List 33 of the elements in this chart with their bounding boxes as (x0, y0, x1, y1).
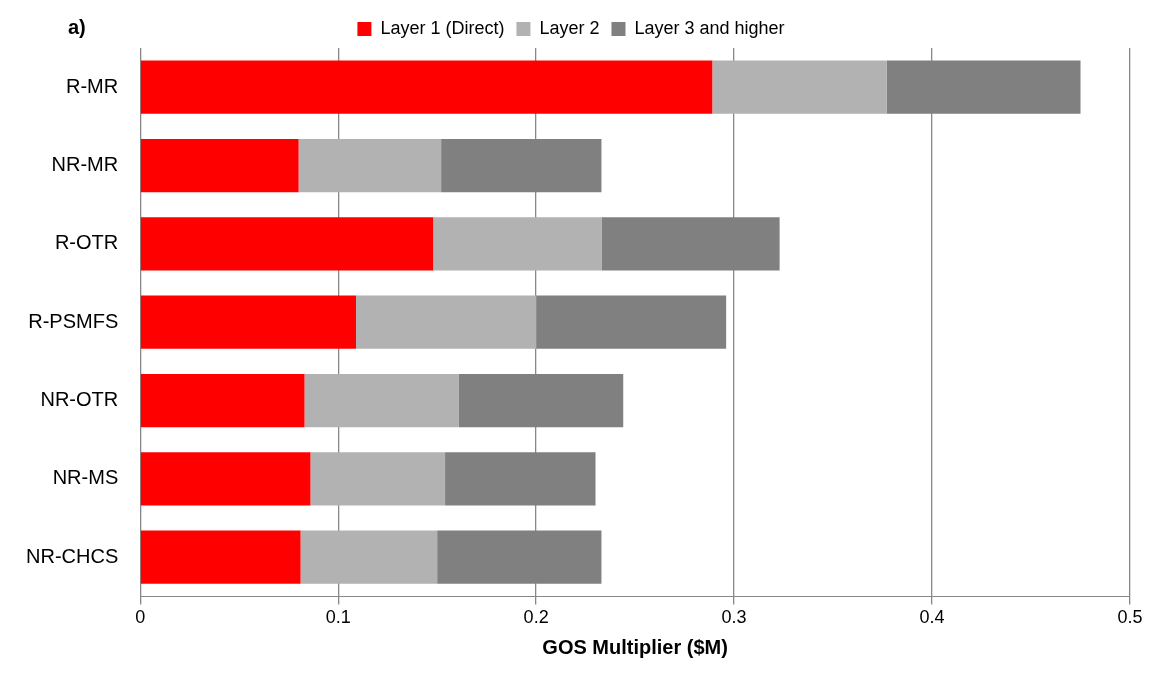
y-tick-label: NR-CHCS (26, 544, 119, 567)
bar (140, 452, 311, 506)
x-tick-label: 0.5 (1117, 607, 1143, 628)
y-tick-label: R-OTR (54, 231, 119, 254)
bar (712, 60, 887, 114)
y-tick-label: NR-MR (51, 153, 119, 176)
bar (140, 60, 713, 114)
x-tick-label: 0 (135, 607, 146, 628)
bar (310, 452, 446, 506)
legend-label: Layer 3 and higher (634, 17, 785, 38)
y-tick-label: R-PSMFS (28, 309, 119, 332)
bar (300, 530, 438, 584)
bar (140, 530, 301, 584)
bar (140, 373, 305, 428)
bar (304, 373, 459, 428)
bar (140, 295, 356, 349)
x-tick-label: 0.2 (523, 607, 549, 628)
x-tick-label: 0.1 (325, 607, 351, 628)
bar (140, 138, 299, 193)
bar (536, 295, 727, 349)
x-axis-title: GOS Multiplier ($M) (542, 635, 728, 658)
y-tick-label: NR-MS (52, 466, 119, 489)
bar (433, 217, 602, 271)
bar (140, 217, 434, 271)
legend-label: Layer 2 (539, 17, 600, 38)
chart-title: a) (68, 15, 86, 38)
bar (298, 138, 442, 193)
y-tick-label: NR-OTR (40, 388, 119, 411)
x-tick-label: 0.4 (919, 607, 945, 628)
x-tick-label: 0.3 (721, 607, 747, 628)
bar (355, 295, 537, 349)
legend-label: Layer 1 (Direct) (380, 17, 505, 38)
y-tick-label: R-MR (66, 74, 119, 97)
